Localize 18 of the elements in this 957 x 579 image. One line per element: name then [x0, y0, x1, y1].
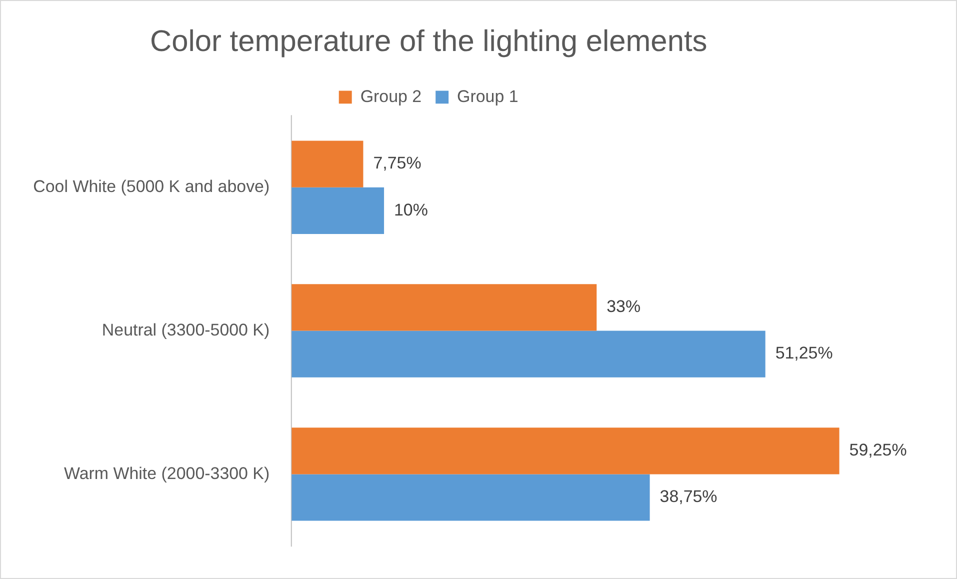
data-label: 10%: [394, 200, 428, 220]
data-label: 59,25%: [849, 440, 907, 460]
bar: [292, 428, 840, 474]
bar: [292, 140, 364, 188]
data-label: 51,25%: [775, 344, 833, 363]
legend-label: Group 2: [360, 86, 422, 106]
bar: [292, 284, 597, 331]
legend-label: Group 1: [457, 86, 518, 106]
y-tick-label: Cool White (5000 K and above): [33, 177, 270, 196]
y-tick-label: Neutral (3300-5000 K): [102, 320, 270, 340]
bar: [292, 187, 384, 234]
data-label: 38,75%: [660, 487, 718, 506]
y-tick-label: Warm White (2000-3300 K): [64, 464, 270, 483]
data-label: 7,75%: [373, 154, 422, 173]
bar: [292, 474, 650, 521]
chart-title: Color temperature of the lighting elements: [150, 25, 708, 58]
data-label: 33%: [606, 297, 641, 316]
bar: [292, 330, 766, 378]
